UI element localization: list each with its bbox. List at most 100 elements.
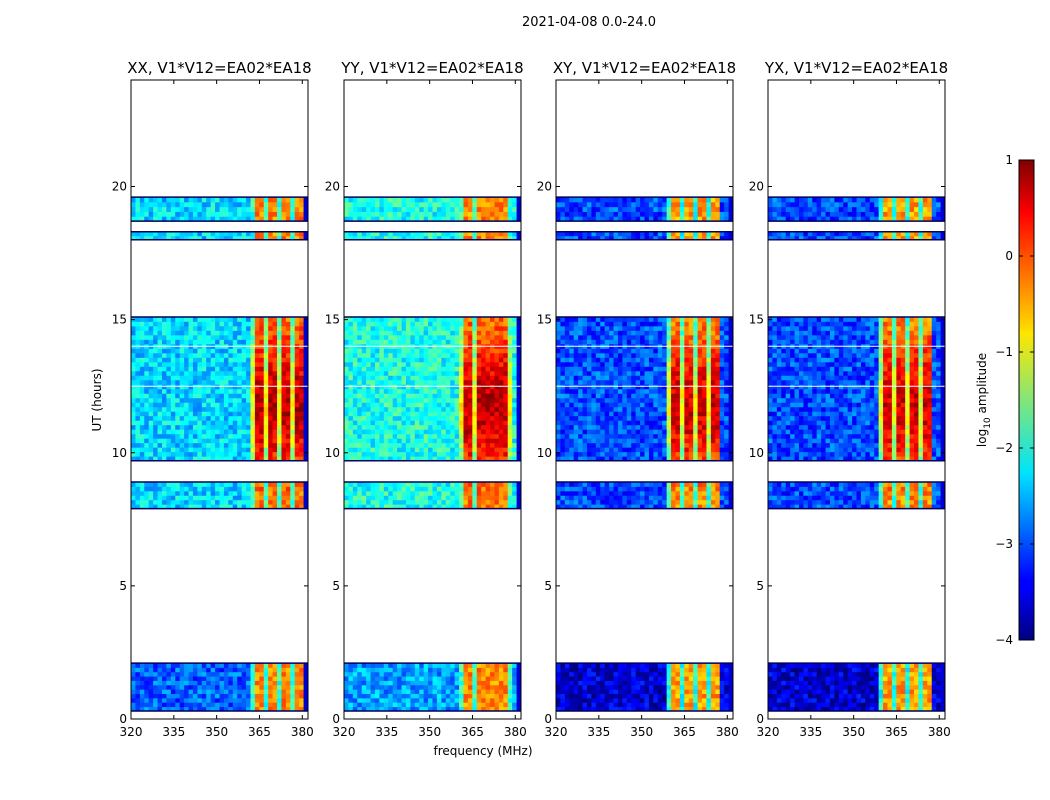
heatmap-cell [366, 697, 371, 703]
heatmap-cell [197, 451, 203, 457]
heatmap-cell [179, 370, 185, 376]
heatmap-cell [241, 671, 247, 677]
heatmap-cell [728, 689, 734, 694]
heatmap-cell [401, 393, 407, 399]
heatmap-cell [512, 667, 517, 673]
heatmap-cell [285, 325, 291, 331]
heatmap-cell [392, 393, 398, 399]
heatmap-3 [556, 196, 734, 712]
heatmap-cell [357, 689, 363, 694]
heatmap-cell [388, 676, 394, 681]
heatmap-cell [254, 697, 260, 703]
heatmap-cell [512, 216, 517, 222]
heatmap-cell [210, 411, 216, 417]
heatmap-cell [175, 206, 181, 212]
heatmap-cell [392, 321, 398, 327]
heatmap-cell [232, 420, 238, 426]
heatmap-cell [250, 490, 256, 496]
heatmap-cell [379, 684, 385, 690]
heatmap-cell [397, 366, 402, 372]
heatmap-cell [254, 348, 260, 354]
heatmap-cell [374, 406, 380, 412]
heatmap-cell [361, 447, 367, 453]
heatmap-cell [419, 667, 425, 673]
heatmap-cell [361, 393, 367, 399]
heatmap-cell [556, 702, 561, 708]
heatmap-cell [485, 357, 491, 363]
heatmap-cell [179, 316, 185, 322]
heatmap-cell [139, 366, 145, 372]
heatmap-cell [498, 375, 504, 381]
heatmap-cell [303, 451, 309, 457]
heatmap-cell [401, 504, 407, 510]
heatmap-cell [428, 206, 433, 212]
heatmap-cell [392, 667, 398, 673]
heatmap-cell [383, 406, 389, 412]
heatmap-cell [374, 429, 380, 435]
heatmap-cell [153, 504, 158, 510]
heatmap-cell [290, 433, 296, 439]
heatmap-cell [481, 424, 487, 430]
heatmap-cell [441, 689, 447, 694]
heatmap-cell [441, 667, 447, 673]
heatmap-cell [498, 348, 504, 354]
heatmap-cell [179, 415, 185, 421]
heatmap-cell [175, 499, 181, 505]
heatmap-cell [277, 197, 282, 203]
heatmap-cell [503, 706, 509, 712]
heatmap-cell [366, 370, 371, 376]
heatmap-cell [175, 357, 181, 363]
heatmap-cell [294, 231, 300, 237]
heatmap-cell [423, 433, 429, 439]
heatmap-cell [175, 482, 181, 487]
heatmap-cell [281, 663, 287, 668]
heatmap-cell [344, 429, 349, 435]
heatmap-cell [135, 693, 141, 699]
heatmap-cell [503, 486, 509, 492]
heatmap-cell [348, 366, 354, 372]
heatmap-cell [175, 706, 181, 712]
heatmap-cell [294, 663, 300, 668]
heatmap-cell [352, 495, 358, 501]
heatmap-cell [410, 397, 416, 403]
heatmap-cell [516, 486, 522, 492]
heatmap-cell [383, 447, 389, 453]
heatmap-cell [507, 420, 513, 426]
heatmap-cell [250, 451, 256, 457]
heatmap-cell [344, 504, 349, 510]
heatmap-cell [153, 375, 158, 381]
heatmap-cell [357, 397, 363, 403]
heatmap-cell [352, 667, 358, 673]
heatmap-cell [299, 406, 304, 412]
heatmap-cell [201, 231, 207, 237]
heatmap-cell [348, 486, 354, 492]
heatmap-cell [379, 499, 385, 505]
heatmap-cell [277, 330, 282, 336]
heatmap-cell [441, 197, 447, 203]
heatmap-cell [626, 684, 632, 690]
heatmap-cell [277, 235, 282, 241]
heatmap-cell [228, 321, 234, 327]
heatmap-cell [586, 689, 592, 694]
heatmap-cell [388, 330, 394, 336]
heatmap-cell [223, 429, 229, 435]
heatmap-cell [348, 361, 354, 367]
heatmap-cell [392, 388, 398, 394]
heatmap-cell [285, 420, 291, 426]
heatmap-cell [250, 482, 256, 487]
heatmap-cell [290, 482, 296, 487]
heatmap-cell [254, 366, 260, 372]
heatmap-cell [250, 706, 256, 712]
heatmap-cell [232, 499, 238, 505]
heatmap-cell [472, 352, 478, 358]
heatmap-cell [503, 504, 509, 510]
heatmap-cell [463, 482, 469, 487]
heatmap-cell [188, 211, 194, 217]
heatmap-cell [609, 706, 614, 712]
heatmap-cell [254, 201, 260, 208]
heatmap-cell [582, 676, 588, 681]
heatmap-cell [281, 370, 287, 376]
heatmap-cell [175, 442, 181, 448]
heatmap-cell [303, 684, 309, 690]
heatmap-cell [423, 406, 429, 412]
